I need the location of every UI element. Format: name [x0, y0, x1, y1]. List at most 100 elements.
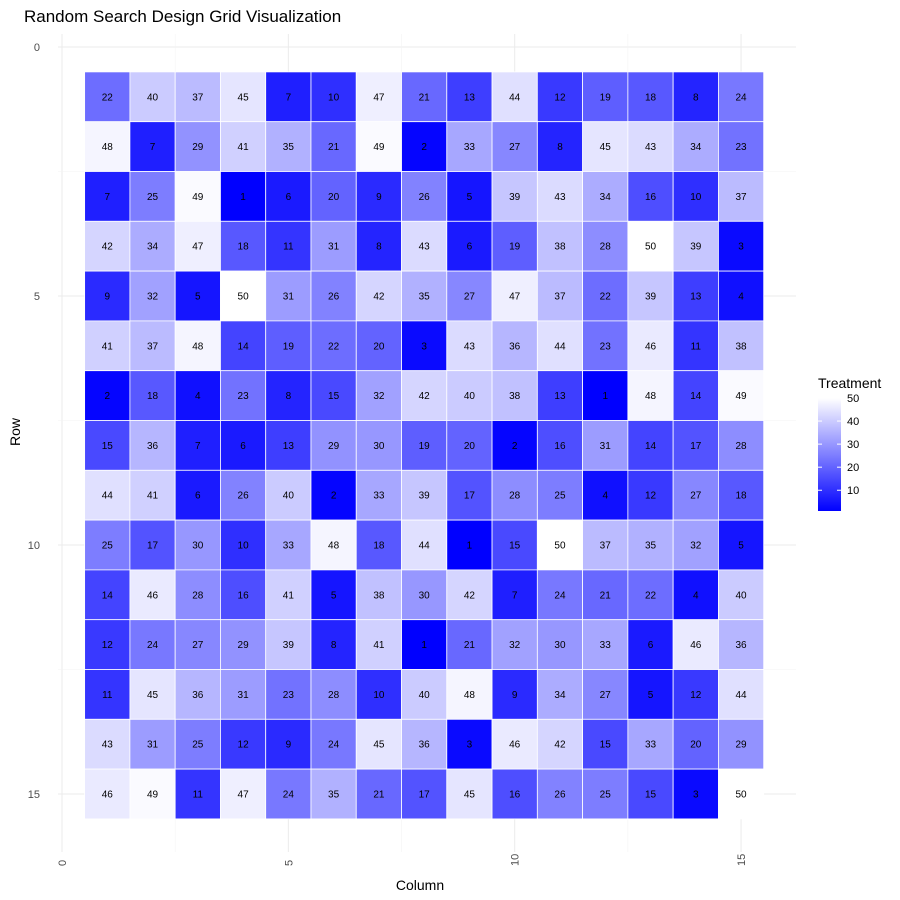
heatmap-cell [401, 270, 448, 322]
cell-value-label: 6 [195, 491, 201, 502]
heatmap-cell [401, 71, 448, 123]
cell-value-label: 2 [421, 142, 427, 153]
cell-value-label: 45 [373, 740, 385, 751]
heatmap-cell [220, 420, 267, 471]
cell-value-label: 49 [373, 142, 385, 153]
heatmap-cell [401, 220, 448, 272]
heatmap-cell [536, 768, 584, 820]
heatmap-cell [265, 519, 312, 571]
heatmap-cell [401, 121, 448, 172]
heatmap-cell [220, 270, 267, 322]
heatmap-cell [401, 370, 448, 421]
cell-value-label: 40 [147, 92, 159, 103]
cell-value-label: 7 [195, 441, 201, 452]
cell-value-label: 32 [690, 541, 702, 552]
legend-tick-label: 20 [847, 462, 859, 474]
cell-value-label: 27 [509, 142, 521, 153]
heatmap-cell [627, 718, 674, 770]
heatmap-cell [174, 569, 221, 621]
y-tick-label: 5 [34, 291, 40, 303]
cell-value-label: 18 [238, 242, 250, 253]
cell-value-label: 24 [328, 740, 340, 751]
cell-value-label: 33 [373, 491, 385, 502]
heatmap-cell [265, 569, 312, 621]
cell-value-label: 19 [600, 92, 612, 103]
cell-value-label: 34 [690, 142, 702, 153]
heatmap-cell [491, 270, 538, 322]
cell-value-label: 46 [645, 341, 657, 352]
heatmap-cell [355, 768, 402, 820]
cell-value-label: 10 [690, 192, 702, 203]
heatmap-cell [310, 619, 357, 670]
cell-value-label: 3 [467, 740, 473, 751]
heatmap-cell [129, 171, 176, 222]
cell-value-label: 2 [104, 391, 110, 402]
cell-value-label: 20 [464, 441, 476, 452]
heatmap-cell [174, 718, 221, 770]
heatmap-cell [129, 619, 176, 670]
cell-value-label: 19 [509, 242, 521, 253]
cell-value-label: 25 [102, 541, 114, 552]
cell-value-label: 12 [554, 92, 566, 103]
x-tick-label: 5 [283, 860, 295, 866]
cell-value-label: 44 [419, 541, 431, 552]
cell-value-label: 41 [373, 640, 385, 651]
heatmap-cell [355, 220, 402, 272]
heatmap-cell [627, 569, 674, 621]
heatmap-cell [536, 619, 584, 670]
x-axis-title: Column [396, 877, 444, 893]
cell-value-label: 1 [240, 192, 246, 203]
heatmap-cell [401, 469, 448, 521]
heatmap-cell [355, 619, 402, 670]
cell-value-label: 21 [600, 590, 612, 601]
cell-value-label: 12 [238, 740, 250, 751]
color-legend: Treatment 10 20 30 40 50 [818, 375, 881, 511]
cell-value-label: 27 [192, 640, 204, 651]
cell-value-label: 10 [373, 690, 385, 701]
cell-value-label: 48 [328, 541, 340, 552]
x-tick-label: 15 [736, 854, 748, 866]
cell-value-label: 44 [509, 92, 521, 103]
cell-value-label: 6 [286, 192, 292, 203]
cell-value-label: 50 [645, 242, 657, 253]
heatmap-cell [718, 71, 765, 123]
cell-value-label: 39 [690, 242, 702, 253]
cell-value-label: 2 [512, 441, 518, 452]
heatmap-cell [718, 370, 765, 421]
heatmap-cell [129, 370, 176, 421]
heatmap-cell [536, 220, 584, 272]
heatmap-cell [491, 71, 538, 123]
cell-value-label: 18 [373, 541, 385, 552]
cell-value-label: 30 [419, 590, 431, 601]
cell-value-label: 21 [328, 142, 340, 153]
cell-value-label: 9 [376, 192, 382, 203]
cell-value-label: 50 [735, 790, 747, 801]
cell-value-label: 3 [738, 242, 744, 253]
cell-value-label: 15 [645, 790, 657, 801]
heatmap-cell [672, 768, 719, 820]
heatmap-cell [265, 469, 312, 521]
heatmap-cell [355, 121, 402, 172]
heatmap-cell [355, 71, 402, 123]
heatmap-cell [718, 718, 765, 770]
cell-value-label: 48 [464, 690, 476, 701]
heatmap-cell [265, 220, 312, 272]
cell-value-label: 32 [147, 292, 159, 303]
cell-value-label: 26 [328, 292, 340, 303]
heatmap-cell [220, 370, 267, 421]
cell-value-label: 34 [147, 242, 159, 253]
cell-value-label: 30 [373, 441, 385, 452]
cell-value-label: 29 [735, 740, 747, 751]
cell-value-label: 1 [467, 541, 473, 552]
cell-value-label: 8 [331, 640, 337, 651]
heatmap-cell [84, 469, 131, 521]
cell-value-label: 41 [283, 590, 295, 601]
heatmap-cell [627, 619, 674, 670]
heatmap-cell [220, 171, 267, 222]
heatmap-cell [491, 669, 538, 720]
heatmap-cell [174, 171, 221, 222]
cell-value-label: 1 [421, 640, 427, 651]
cell-value-label: 28 [509, 491, 521, 502]
heatmap-cell [265, 718, 312, 770]
cell-value-label: 22 [600, 292, 612, 303]
